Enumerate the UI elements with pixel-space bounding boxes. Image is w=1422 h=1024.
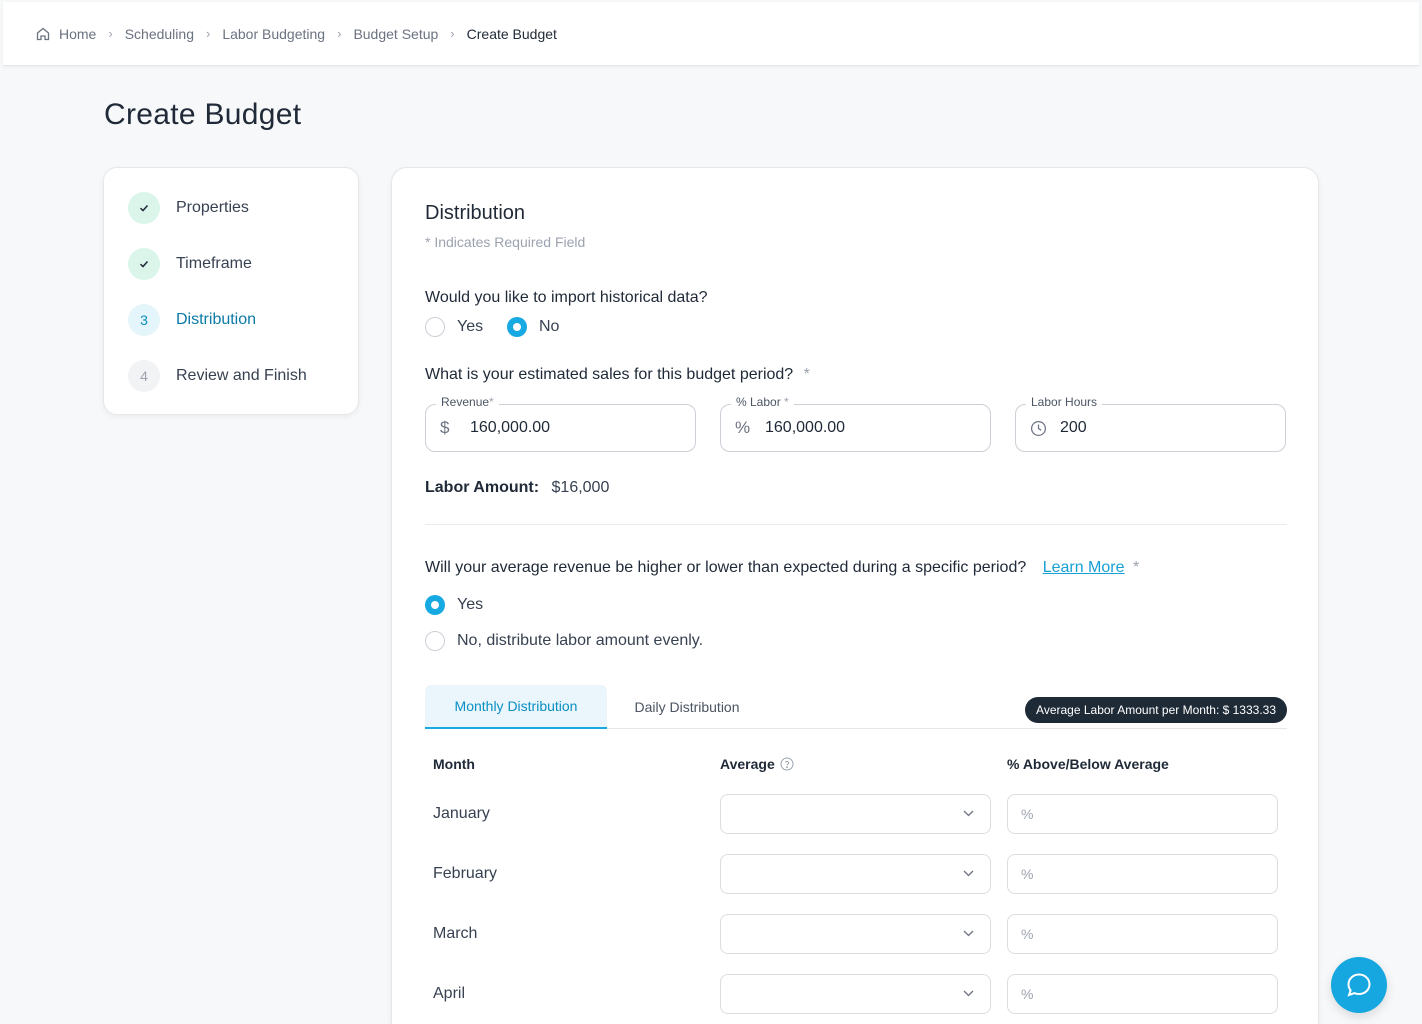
dollar-icon: $: [440, 418, 450, 437]
step-properties[interactable]: Properties: [128, 192, 358, 224]
step-label: Distribution: [176, 311, 257, 328]
percent-icon: %: [1021, 806, 1034, 822]
month-label: April: [433, 985, 466, 1002]
column-header-average-label: Average: [720, 756, 775, 772]
radio-selected[interactable]: [425, 595, 445, 615]
step-label: Properties: [176, 199, 249, 216]
radio-unselected[interactable]: [425, 317, 445, 337]
chevron-right-icon: ›: [205, 26, 211, 41]
tab-monthly-distribution[interactable]: Monthly Distribution: [425, 685, 607, 729]
labor-percent-value[interactable]: 160,000.00: [765, 419, 846, 436]
column-header-average: Average: [720, 756, 794, 772]
chevron-down-icon: [963, 930, 974, 937]
breadcrumb-scheduling[interactable]: Scheduling: [124, 25, 194, 42]
radio-unselected[interactable]: [425, 631, 445, 651]
labor-amount-value: $16,000: [551, 479, 610, 496]
average-select[interactable]: [720, 794, 991, 834]
wizard-stepper: Properties Timeframe 3 Distribution 4 Re…: [103, 167, 359, 415]
period-no-radio[interactable]: No, distribute labor amount evenly.: [425, 631, 703, 651]
import-question: Would you like to import historical data…: [425, 289, 708, 306]
chevron-right-icon: ›: [450, 26, 455, 41]
labor-amount-label: Labor Amount:: [425, 479, 540, 496]
radio-label: Yes: [457, 318, 484, 335]
distribution-form-card: Distribution * Indicates Required Field …: [391, 167, 1319, 1024]
home-icon[interactable]: [35, 26, 51, 42]
average-select[interactable]: [720, 914, 991, 954]
month-label: March: [433, 925, 478, 942]
labor-percent-field[interactable]: % Labor * % 160,000.00: [720, 395, 991, 452]
average-select[interactable]: [720, 974, 991, 1014]
import-yes-radio[interactable]: Yes: [425, 317, 483, 337]
period-yes-radio[interactable]: Yes: [425, 595, 483, 615]
chevron-down-icon: [963, 810, 974, 817]
revenue-label: Revenue*: [436, 395, 499, 409]
sales-question: What is your estimated sales for this bu…: [425, 366, 810, 384]
divider: [425, 524, 1287, 525]
average-select[interactable]: [720, 854, 991, 894]
breadcrumb: Home › Scheduling › Labor Budgeting › Bu…: [35, 26, 557, 42]
month-label: February: [433, 865, 498, 882]
average-labor-amount-pill: Average Labor Amount per Month: $ 1333.3…: [1025, 697, 1287, 723]
period-question-text: Will your average revenue be higher or l…: [425, 559, 1027, 576]
labor-hours-label: Labor Hours: [1026, 395, 1103, 409]
step-number-badge: 3: [128, 304, 160, 336]
breadcrumb-current: Create Budget: [466, 25, 557, 42]
tab-daily-distribution[interactable]: Daily Distribution: [634, 699, 740, 715]
chat-button[interactable]: [1331, 957, 1387, 1013]
step-timeframe[interactable]: Timeframe: [128, 248, 358, 280]
percent-input[interactable]: %: [1007, 914, 1278, 954]
percent-input[interactable]: %: [1007, 854, 1278, 894]
learn-more-link[interactable]: Learn More: [1042, 559, 1125, 576]
step-label: Review and Finish: [176, 367, 307, 384]
import-no-radio[interactable]: No: [507, 317, 559, 337]
step-number-badge: 4: [128, 360, 160, 392]
revenue-value[interactable]: 160,000.00: [470, 419, 551, 436]
percent-icon: %: [1021, 926, 1034, 942]
radio-label: No, distribute labor amount evenly.: [457, 632, 704, 649]
required-mark: *: [1132, 559, 1140, 576]
check-icon: [128, 248, 160, 280]
chevron-right-icon: ›: [108, 26, 113, 41]
top-bar: Home › Scheduling › Labor Budgeting › Bu…: [3, 2, 1419, 66]
clock-icon: [1030, 420, 1048, 437]
percent-input[interactable]: %: [1007, 974, 1278, 1014]
column-header-month: Month: [433, 756, 475, 772]
step-label: Timeframe: [176, 255, 252, 272]
distribution-tabs: Monthly Distribution Daily Distribution …: [425, 685, 1287, 729]
chevron-down-icon: [963, 990, 974, 997]
month-label: January: [433, 805, 490, 822]
radio-label: No: [539, 318, 560, 335]
breadcrumb-budget-setup[interactable]: Budget Setup: [353, 25, 439, 42]
required-mark: *: [803, 366, 810, 383]
chevron-right-icon: ›: [337, 26, 342, 41]
chevron-down-icon: [963, 870, 974, 877]
help-icon[interactable]: [780, 757, 794, 771]
radio-selected[interactable]: [507, 317, 527, 337]
labor-hours-value[interactable]: 200: [1060, 419, 1087, 436]
percent-icon: %: [1021, 986, 1034, 1002]
chat-bubble-icon: [1347, 973, 1371, 997]
radio-label: Yes: [457, 596, 484, 613]
page-title: Create Budget: [104, 98, 302, 131]
breadcrumb-labor-budgeting[interactable]: Labor Budgeting: [222, 25, 326, 42]
step-review-and-finish[interactable]: 4 Review and Finish: [128, 360, 358, 392]
revenue-field[interactable]: Revenue* $ 160,000.00: [425, 395, 696, 452]
labor-percent-label: % Labor *: [731, 395, 794, 409]
sales-question-text: What is your estimated sales for this bu…: [425, 366, 794, 383]
percent-icon: %: [735, 418, 751, 437]
breadcrumb-home[interactable]: Home: [59, 25, 97, 42]
section-title: Distribution: [425, 202, 526, 224]
percent-icon: %: [1021, 866, 1034, 882]
column-header-above-below: % Above/Below Average: [1007, 756, 1169, 772]
required-field-note: * Indicates Required Field: [425, 234, 586, 250]
percent-input[interactable]: %: [1007, 794, 1278, 834]
labor-amount: Labor Amount: $16,000: [425, 479, 609, 497]
step-distribution[interactable]: 3 Distribution: [128, 304, 358, 336]
labor-hours-field[interactable]: Labor Hours 200: [1015, 395, 1286, 452]
check-icon: [128, 192, 160, 224]
period-question: Will your average revenue be higher or l…: [425, 559, 1139, 577]
